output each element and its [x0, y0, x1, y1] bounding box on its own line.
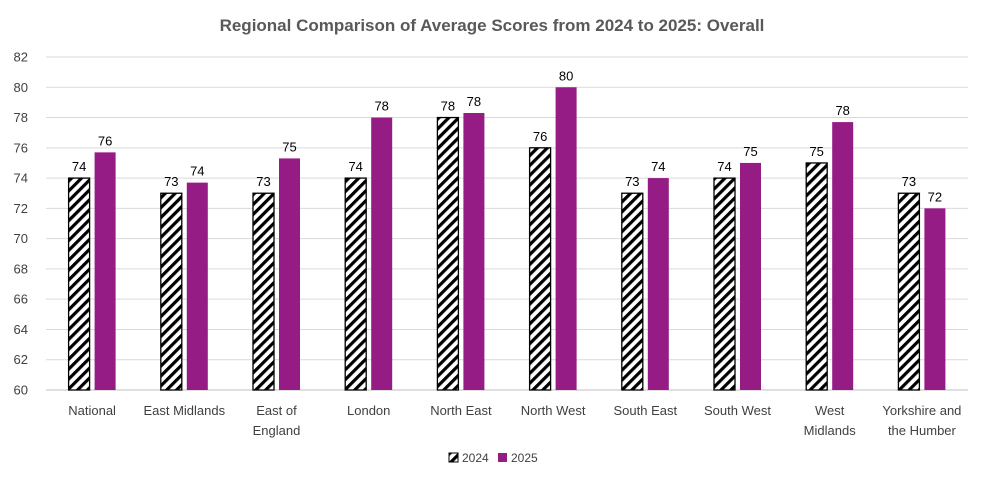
bar-2024	[805, 162, 828, 391]
bar-2025	[647, 178, 669, 390]
bar-2024	[897, 192, 921, 391]
data-label-2025: 74	[651, 159, 665, 174]
x-category-label: England	[253, 423, 301, 438]
y-tick-label: 76	[14, 140, 28, 155]
x-category-label: North West	[521, 403, 586, 418]
bar-2025	[832, 122, 854, 390]
data-label-2025: 78	[835, 103, 849, 118]
bar-2024	[528, 147, 552, 391]
data-label-2025: 74	[190, 164, 204, 179]
gridlines	[46, 56, 968, 391]
bar-2025	[94, 152, 116, 390]
y-tick-label: 74	[14, 171, 28, 186]
x-category-label: National	[68, 403, 116, 418]
y-tick-label: 72	[14, 201, 28, 216]
y-tick-label: 80	[14, 80, 28, 95]
legend-swatch-2025	[498, 453, 507, 462]
data-labels: 74 76 73 74 73 75 74 78 78 78 76 80 73 74 74 75 75 78 73 72	[72, 68, 942, 204]
data-label-2025: 75	[743, 144, 757, 159]
data-label-2024: 73	[164, 174, 178, 189]
bar-2025	[186, 182, 208, 390]
bar-2025	[924, 208, 946, 390]
x-category-label: Midlands	[804, 423, 857, 438]
data-label-2024: 76	[533, 129, 547, 144]
data-label-2025: 75	[282, 139, 296, 154]
data-label-2024: 74	[348, 159, 362, 174]
bar-2025	[279, 158, 300, 390]
y-tick-label: 68	[14, 261, 28, 276]
x-category-label: North East	[430, 403, 492, 418]
x-axis-categories: National East Midlands East of England Londo…	[68, 403, 961, 438]
y-tick-label: 60	[14, 383, 28, 398]
bar-2025	[740, 162, 761, 390]
data-label-2024: 73	[256, 174, 270, 189]
legend: 2024 2025	[448, 451, 538, 465]
bar-2025	[463, 113, 485, 390]
x-category-label: South West	[704, 403, 771, 418]
bar-2025	[371, 117, 393, 390]
x-category-label: East of	[256, 403, 297, 418]
data-label-2025: 80	[559, 68, 573, 83]
x-category-label: South East	[613, 403, 677, 418]
legend-label-2024: 2024	[462, 451, 489, 465]
data-label-2025: 72	[928, 189, 942, 204]
bar-2024	[160, 192, 183, 391]
bar-2024	[67, 177, 91, 391]
legend-swatch-2024	[448, 452, 459, 463]
x-category-label: West	[815, 403, 845, 418]
data-label-2025: 78	[467, 94, 481, 109]
data-label-2024: 78	[441, 99, 455, 114]
y-tick-label: 78	[14, 110, 28, 125]
bar-2024	[713, 177, 736, 391]
y-axis-ticks: 60 62 64 66 68 70 72 74 76 78 80 82	[14, 50, 28, 398]
y-tick-label: 64	[14, 322, 28, 337]
x-category-label: the Humber	[888, 423, 957, 438]
data-label-2025: 78	[374, 99, 388, 114]
data-label-2024: 73	[902, 174, 916, 189]
y-tick-label: 66	[14, 292, 28, 307]
data-label-2024: 75	[809, 144, 823, 159]
data-label-2024: 74	[717, 159, 731, 174]
bar-2025	[555, 87, 577, 390]
bar-2024	[621, 192, 644, 391]
bar-2024	[252, 192, 275, 391]
legend-label-2025: 2025	[511, 451, 538, 465]
chart-title: Regional Comparison of Average Scores fr…	[220, 16, 765, 35]
bar-2024	[436, 116, 460, 391]
y-tick-label: 82	[14, 50, 28, 65]
data-label-2025: 76	[98, 133, 112, 148]
bar-2024	[344, 177, 367, 391]
data-label-2024: 74	[72, 159, 86, 174]
data-label-2024: 73	[625, 174, 639, 189]
x-category-label: Yorkshire and	[882, 403, 961, 418]
x-category-label: London	[347, 403, 390, 418]
bars	[67, 87, 946, 391]
y-tick-label: 62	[14, 352, 28, 367]
x-category-label: East Midlands	[143, 403, 225, 418]
y-tick-label: 70	[14, 231, 28, 246]
